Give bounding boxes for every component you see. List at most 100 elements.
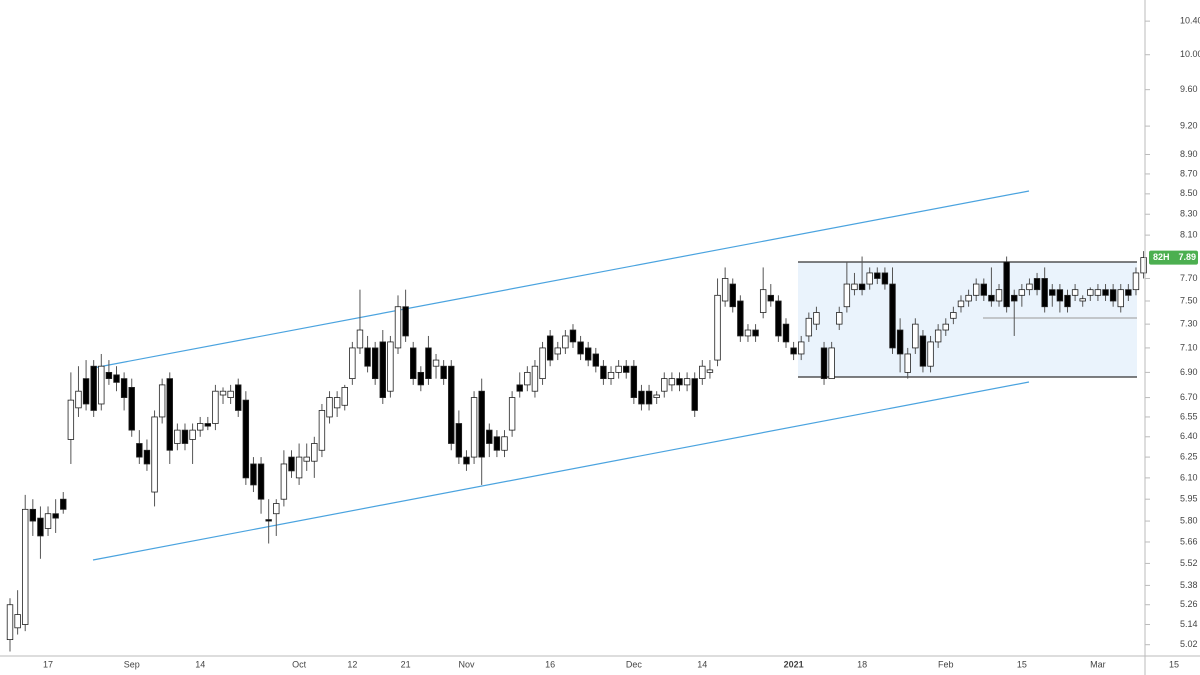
candle-body (189, 429, 196, 440)
candle-body (349, 347, 356, 380)
candle-body (539, 347, 546, 380)
channel-lower (92, 381, 1030, 561)
y-tick-label: 9.20 (1180, 120, 1198, 130)
candle-body (204, 423, 212, 427)
candle-body (265, 519, 272, 522)
candle-body (181, 429, 189, 444)
candle-body (417, 371, 425, 386)
x-tick-label: 2021 (784, 659, 804, 669)
candle-body (1140, 257, 1147, 274)
candle-body (569, 329, 577, 343)
candle-body (501, 436, 508, 451)
candle-body (105, 371, 113, 380)
candle-body (67, 399, 75, 440)
candle-body (29, 508, 37, 522)
y-tick-label: 5.66 (1180, 536, 1198, 546)
candle-body (592, 353, 600, 367)
x-tick-label: 18 (857, 659, 867, 669)
candle-body (432, 359, 440, 367)
y-tick-label: 5.26 (1180, 599, 1198, 609)
candle-body (212, 390, 219, 424)
candle-body (767, 294, 774, 302)
candle-body (546, 335, 554, 361)
candle-body (44, 513, 52, 529)
candle-body (676, 378, 683, 386)
y-tick-label: 6.25 (1180, 451, 1198, 461)
candle-body (227, 390, 234, 398)
candle-body (729, 283, 736, 308)
candle-body (843, 283, 851, 308)
y-tick-label: 5.95 (1180, 494, 1198, 504)
candle-body (394, 306, 402, 349)
candle-body (318, 410, 326, 451)
candle-body (759, 289, 767, 313)
candle-body (455, 423, 463, 458)
candle-body (37, 517, 44, 537)
candle-body (22, 508, 29, 625)
candle-body (881, 272, 889, 285)
y-tick-label: 8.90 (1180, 149, 1198, 159)
candle-body (752, 329, 759, 337)
x-tick-label: 16 (545, 659, 555, 669)
y-tick-label: 5.02 (1180, 639, 1198, 649)
candle-body (782, 323, 790, 343)
candle-body (965, 294, 972, 302)
candle-body (813, 312, 820, 325)
candle-body (699, 365, 706, 380)
candle-body (1094, 289, 1102, 296)
candle-body (60, 498, 67, 510)
candle-body (531, 365, 539, 392)
y-tick-label: 6.55 (1180, 411, 1198, 421)
x-tick-label: 14 (697, 659, 707, 669)
candle-body (257, 463, 265, 500)
candle-body (486, 429, 493, 444)
candle-body (14, 614, 21, 629)
candle-body (6, 604, 14, 641)
candle-body (1109, 289, 1117, 302)
last-price-value: 7.89 (1178, 252, 1196, 262)
y-tick-label: 8.10 (1180, 229, 1198, 239)
candle-body (1033, 278, 1041, 291)
y-tick-label: 6.10 (1180, 472, 1198, 482)
candle-body (562, 335, 569, 349)
range-box (798, 262, 1137, 377)
y-tick-label: 5.52 (1180, 558, 1198, 568)
candle-body (691, 378, 698, 411)
y-tick-label: 5.80 (1180, 515, 1198, 525)
x-tick-label: Feb (938, 659, 954, 669)
candle-body (143, 449, 151, 465)
x-tick-label: 21 (401, 659, 411, 669)
candle-body (623, 365, 630, 373)
y-tick-label: 5.38 (1180, 580, 1198, 590)
y-tick-label: 6.70 (1180, 392, 1198, 402)
candle-body (1117, 289, 1124, 308)
candle-body (235, 384, 242, 411)
candle-body (379, 341, 386, 398)
candle-body (1049, 289, 1056, 296)
candle-body (600, 365, 607, 380)
y-tick-label: 6.40 (1180, 431, 1198, 441)
candle-body (356, 329, 364, 349)
candle-body (950, 312, 957, 319)
candle-body (250, 463, 257, 486)
candle-body (904, 353, 911, 373)
axes: 5.02 5.14 5.26 5.38 5.52 5.66 5.80 5.95 6.10 6.25… (43, 16, 1200, 670)
y-tick-label: 7.30 (1180, 319, 1198, 329)
candle-body (1026, 283, 1033, 291)
candle-body (166, 378, 173, 451)
y-tick-label: 9.60 (1180, 84, 1198, 94)
x-tick-label: Nov (458, 659, 475, 669)
candle-body (607, 371, 615, 380)
candle-body (136, 443, 143, 458)
candle-body (128, 387, 135, 431)
candle-body (584, 347, 592, 361)
candle-body (288, 456, 295, 472)
candle-body (927, 341, 934, 367)
y-tick-label: 6.90 (1180, 367, 1198, 377)
candle-body (874, 272, 881, 279)
candle-body (653, 394, 660, 398)
candle-body (158, 384, 166, 418)
candle-body (364, 347, 371, 367)
